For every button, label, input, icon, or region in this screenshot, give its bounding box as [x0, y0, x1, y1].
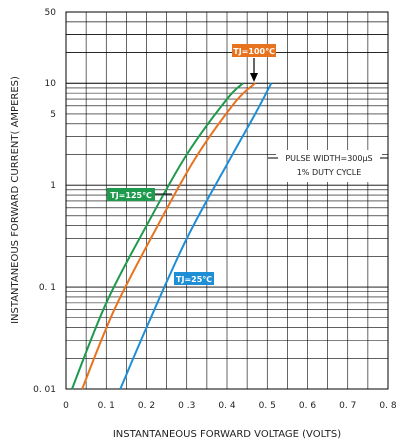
series-label: TJ=100℃: [233, 47, 275, 56]
note-text: PULSE WIDTH=300μS: [285, 154, 372, 163]
y-tick-label: 5: [50, 110, 56, 120]
series-line: [119, 82, 273, 390]
y-tick-label: 10: [45, 79, 57, 89]
x-tick-label: 0. 1: [98, 401, 115, 411]
series-label-box: [232, 44, 276, 57]
x-tick-label: 0. 7: [339, 401, 356, 411]
annotation-arrowhead: [250, 73, 258, 82]
data-series: [71, 82, 273, 390]
x-tick-label: 0. 2: [138, 401, 155, 411]
tick-labels: 0 0. 1 0. 2 0 .3 0. 4 0. 5 0. 6 0. 7 0. 8 0. 01 0.…: [33, 8, 397, 411]
series-label-box: [107, 188, 155, 201]
y-tick-label: 50: [45, 8, 57, 18]
series-label-box: [174, 272, 214, 285]
x-tick-label: 0. 4: [218, 401, 235, 411]
x-tick-label: 0 .3: [178, 401, 195, 411]
series-line: [81, 82, 256, 390]
annotations: TJ=100℃ TJ=125℃ TJ=25℃ PULSE WIDTH=300μS 1% …: [107, 44, 388, 285]
series-label: TJ=25℃: [176, 275, 212, 284]
plot-area-frame: [65, 11, 389, 390]
x-tick-label: 0. 6: [299, 401, 316, 411]
x-axis-title: INSTANTANEOUS FORWARD VOLTAGE (VOLTS): [113, 429, 341, 440]
series-label: TJ=125℃: [110, 191, 152, 200]
grid: [66, 12, 388, 389]
series-line: [71, 82, 244, 390]
y-tick-label: 0. 1: [39, 283, 56, 293]
x-tick-label: 0: [63, 401, 69, 411]
note-backdrop: [276, 150, 382, 182]
y-tick-label: 1: [50, 181, 56, 191]
x-tick-label: 0. 8: [379, 401, 396, 411]
y-axis-title: INSTANTANEOUS FORWARD CURRENT( AMPERES): [10, 76, 21, 324]
x-tick-label: 0. 5: [259, 401, 276, 411]
note-text: 1% DUTY CYCLE: [297, 168, 362, 177]
y-tick-label: 0. 01: [33, 385, 56, 395]
